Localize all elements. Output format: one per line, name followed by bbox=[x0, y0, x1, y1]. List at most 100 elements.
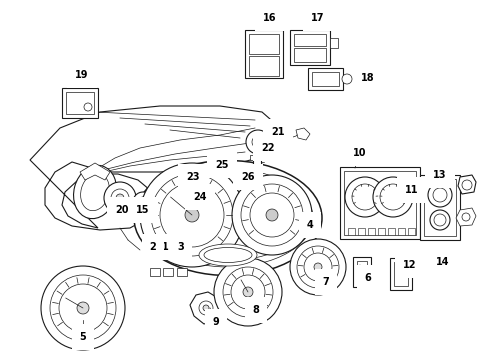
Bar bbox=[253, 157, 261, 177]
Text: 19: 19 bbox=[75, 70, 89, 80]
Ellipse shape bbox=[134, 161, 322, 275]
Text: 21: 21 bbox=[271, 127, 285, 137]
Text: 18: 18 bbox=[361, 73, 375, 83]
Bar bbox=[245, 30, 283, 78]
Text: 4: 4 bbox=[307, 220, 314, 230]
Circle shape bbox=[185, 208, 199, 222]
Bar bbox=[249, 56, 279, 76]
Bar bbox=[368, 228, 375, 235]
Circle shape bbox=[223, 267, 273, 317]
Bar bbox=[150, 268, 160, 276]
Bar bbox=[344, 171, 416, 235]
Bar bbox=[398, 228, 405, 235]
Circle shape bbox=[133, 192, 153, 212]
Circle shape bbox=[232, 175, 312, 255]
Bar bbox=[177, 268, 187, 276]
Ellipse shape bbox=[239, 167, 257, 189]
Circle shape bbox=[111, 189, 129, 207]
Ellipse shape bbox=[199, 244, 257, 266]
Circle shape bbox=[345, 177, 385, 217]
Ellipse shape bbox=[204, 248, 252, 262]
Text: 25: 25 bbox=[215, 160, 229, 170]
Text: 14: 14 bbox=[436, 257, 450, 267]
Circle shape bbox=[444, 256, 456, 268]
Circle shape bbox=[304, 253, 332, 281]
Circle shape bbox=[297, 246, 339, 288]
Circle shape bbox=[192, 188, 204, 200]
Bar bbox=[357, 261, 367, 283]
Text: 17: 17 bbox=[311, 13, 325, 23]
Bar bbox=[394, 262, 408, 286]
Text: 3: 3 bbox=[177, 242, 184, 252]
Circle shape bbox=[462, 213, 470, 221]
Circle shape bbox=[266, 209, 278, 221]
Text: 7: 7 bbox=[322, 277, 329, 287]
Text: 22: 22 bbox=[261, 143, 275, 153]
Bar bbox=[294, 34, 326, 46]
Circle shape bbox=[50, 275, 116, 341]
Circle shape bbox=[290, 239, 346, 295]
Circle shape bbox=[380, 184, 406, 210]
Ellipse shape bbox=[150, 175, 305, 261]
Bar bbox=[240, 182, 248, 196]
Circle shape bbox=[428, 183, 452, 207]
Polygon shape bbox=[178, 202, 188, 212]
Bar bbox=[388, 228, 395, 235]
Circle shape bbox=[116, 194, 124, 202]
Circle shape bbox=[104, 182, 136, 214]
Bar bbox=[340, 167, 420, 239]
Circle shape bbox=[188, 183, 196, 191]
Polygon shape bbox=[458, 175, 476, 194]
Bar bbox=[353, 257, 371, 287]
Ellipse shape bbox=[81, 173, 109, 211]
Ellipse shape bbox=[74, 165, 117, 219]
Circle shape bbox=[243, 287, 253, 297]
Circle shape bbox=[252, 136, 264, 148]
Circle shape bbox=[59, 284, 107, 332]
Bar bbox=[408, 228, 415, 235]
Polygon shape bbox=[190, 292, 222, 324]
Text: 13: 13 bbox=[433, 170, 447, 180]
Circle shape bbox=[41, 266, 125, 350]
Bar bbox=[62, 88, 98, 118]
Circle shape bbox=[250, 193, 294, 237]
Circle shape bbox=[246, 130, 270, 154]
Text: 6: 6 bbox=[365, 273, 371, 283]
Bar bbox=[358, 228, 365, 235]
Bar bbox=[390, 258, 412, 290]
Bar bbox=[290, 30, 330, 65]
Circle shape bbox=[138, 197, 148, 207]
Circle shape bbox=[203, 305, 209, 311]
Bar bbox=[66, 92, 94, 114]
Bar bbox=[378, 228, 385, 235]
Circle shape bbox=[77, 302, 89, 314]
Bar bbox=[330, 38, 338, 48]
Circle shape bbox=[447, 259, 453, 265]
Circle shape bbox=[430, 210, 450, 230]
Circle shape bbox=[241, 184, 303, 246]
Circle shape bbox=[231, 275, 265, 309]
Text: 9: 9 bbox=[213, 317, 220, 327]
Ellipse shape bbox=[243, 171, 253, 184]
Bar bbox=[249, 34, 279, 54]
Bar bbox=[312, 72, 339, 86]
Polygon shape bbox=[296, 128, 310, 140]
Circle shape bbox=[84, 103, 92, 111]
Text: 26: 26 bbox=[241, 172, 255, 182]
Text: 16: 16 bbox=[263, 13, 277, 23]
Bar bbox=[250, 177, 264, 182]
Polygon shape bbox=[80, 163, 110, 180]
Text: 23: 23 bbox=[186, 172, 200, 182]
Circle shape bbox=[373, 177, 413, 217]
Text: 10: 10 bbox=[353, 148, 367, 158]
Bar bbox=[250, 155, 264, 160]
Circle shape bbox=[434, 214, 446, 226]
Bar bbox=[348, 228, 355, 235]
Bar bbox=[308, 68, 343, 90]
Text: 12: 12 bbox=[403, 260, 417, 270]
Polygon shape bbox=[456, 208, 476, 226]
Polygon shape bbox=[185, 178, 200, 196]
Circle shape bbox=[160, 183, 224, 247]
Circle shape bbox=[352, 184, 378, 210]
Text: 1: 1 bbox=[162, 242, 169, 252]
